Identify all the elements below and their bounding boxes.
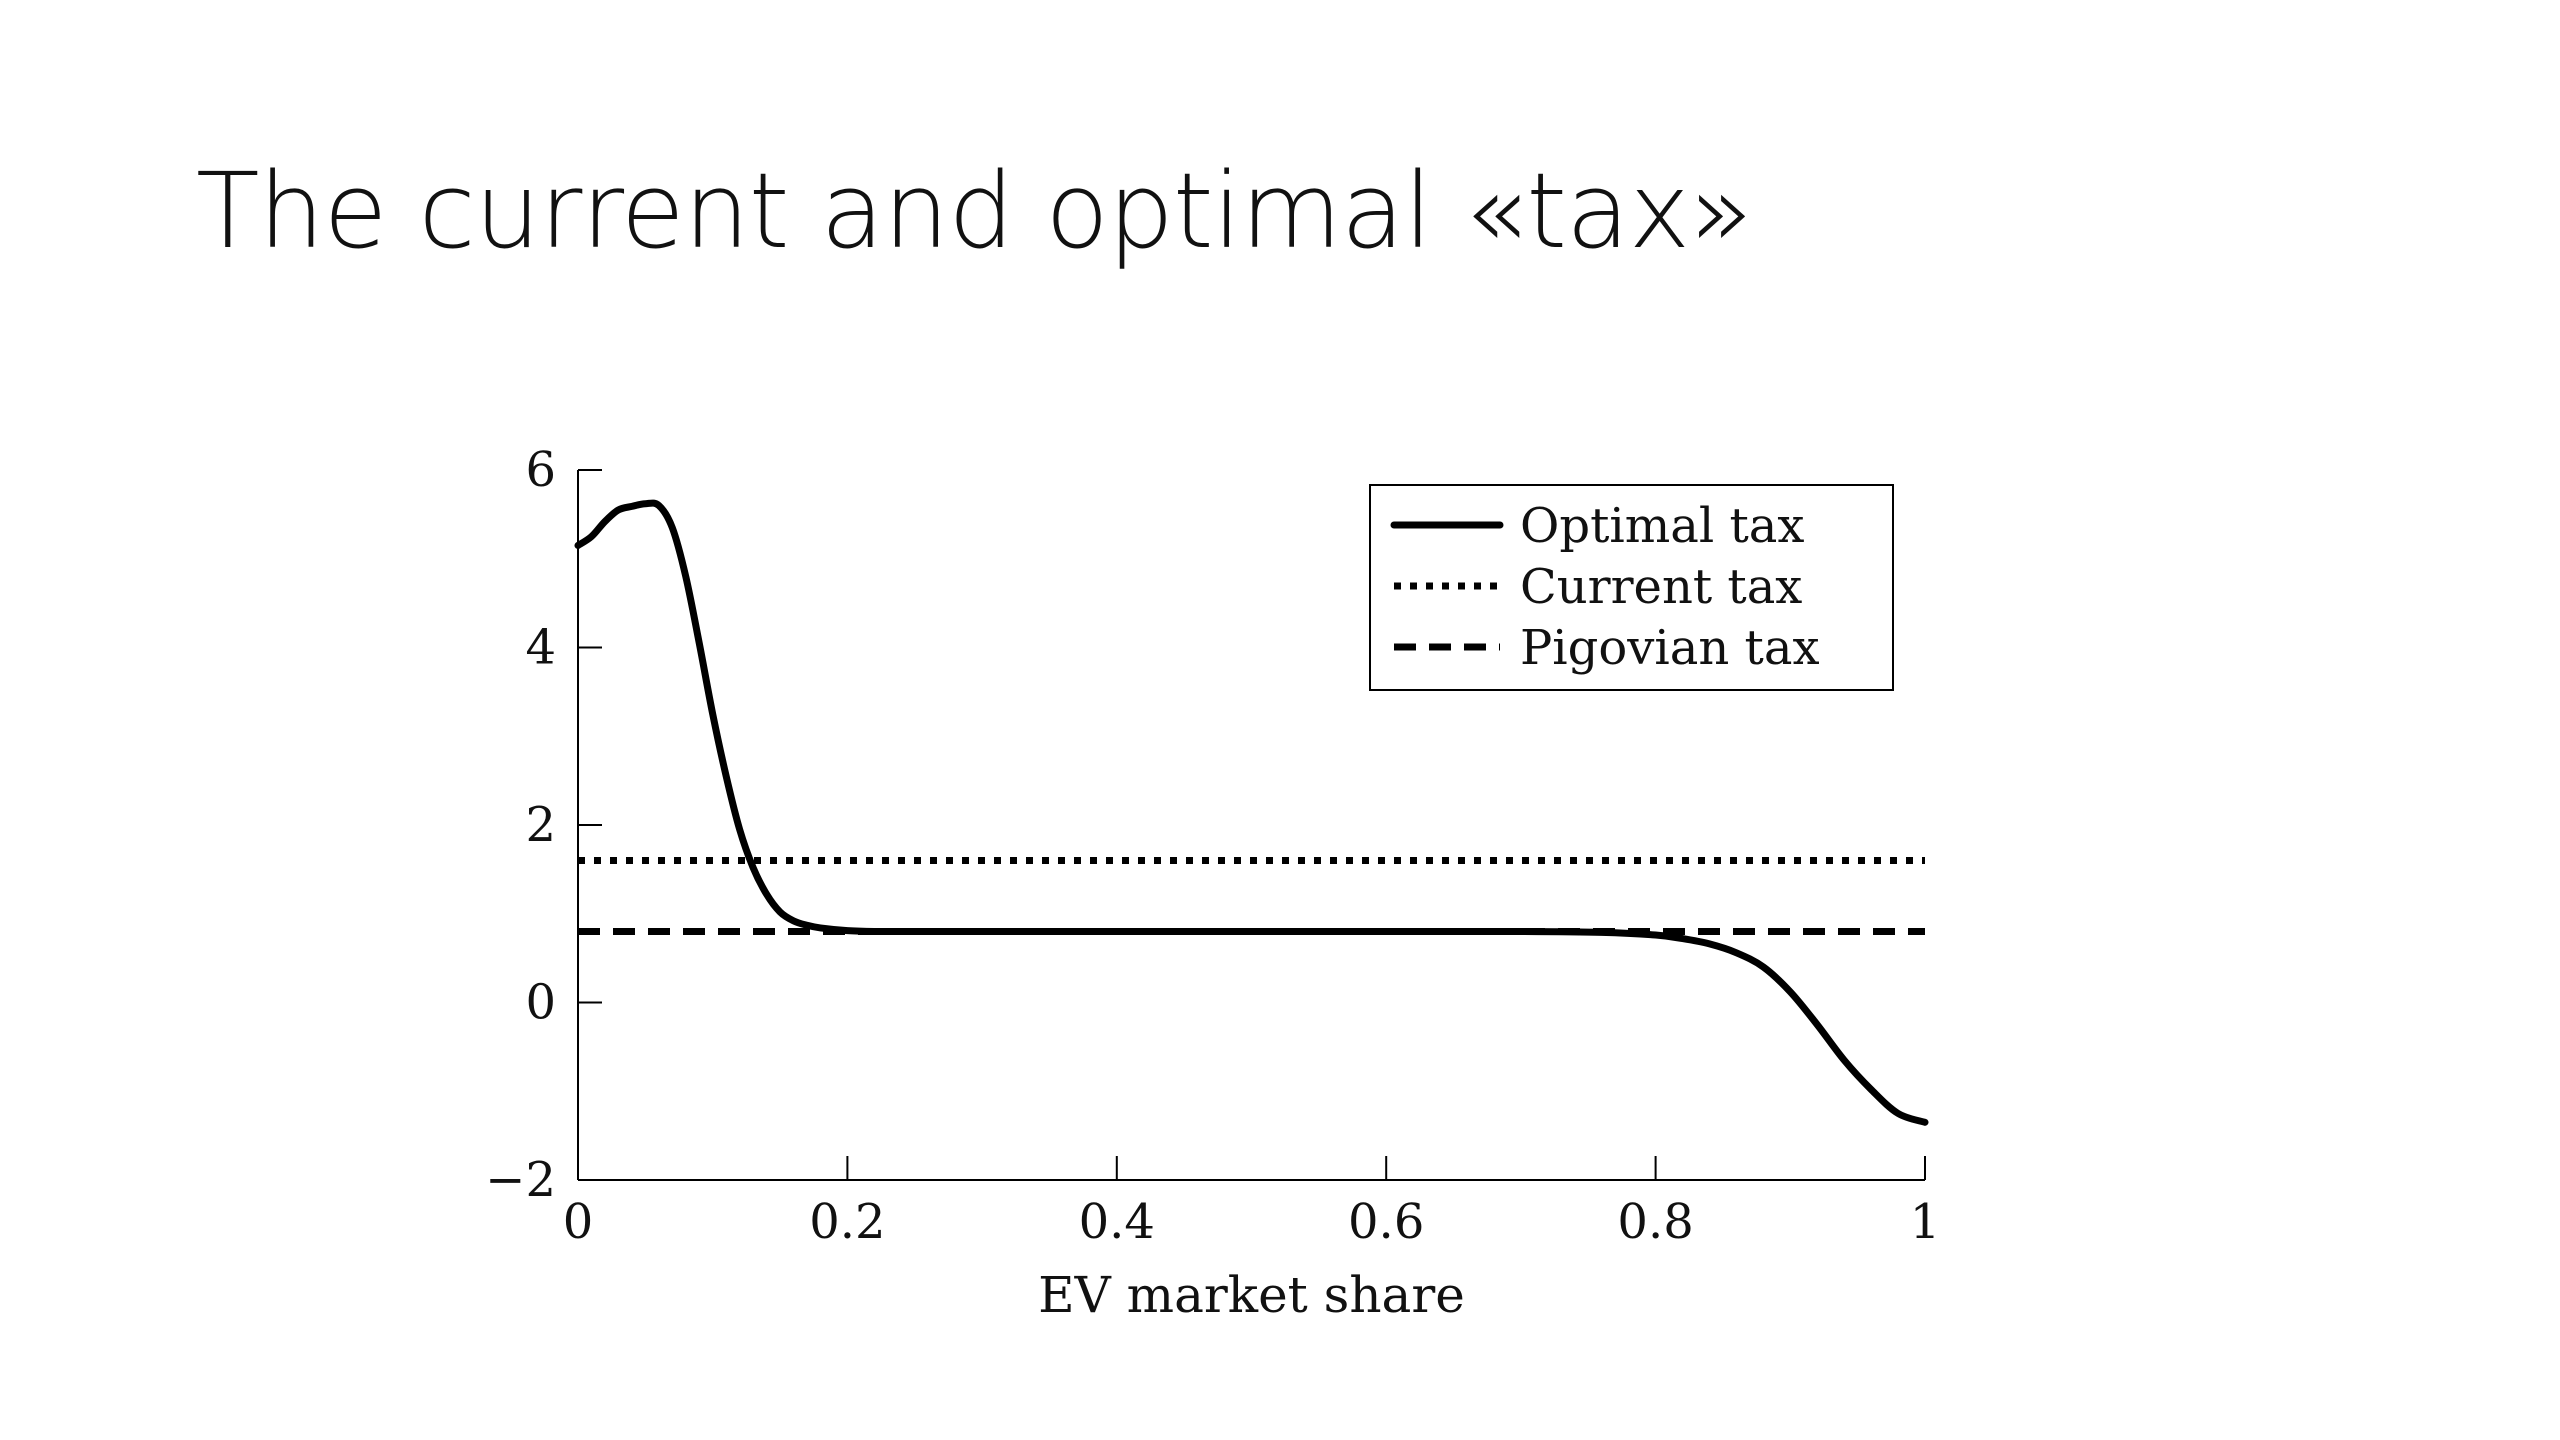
y-tick-label: 2 [525,797,556,853]
x-tick-label: 0.8 [1617,1194,1693,1250]
legend-label-optimal-tax: Optimal tax [1520,498,1804,554]
legend-label-current-tax: Current tax [1520,559,1802,615]
x-tick-label: 0.2 [809,1194,885,1250]
y-tick-label: 4 [525,620,556,676]
slide-title: The current and optimal «tax» [196,150,1753,272]
legend-label-pigovian-tax: Pigovian tax [1520,620,1820,676]
legend-box [1369,484,1894,691]
y-tick-label: 6 [525,442,556,498]
x-axis-label: EV market share [1038,1266,1465,1324]
y-tick-label: 0 [525,975,556,1031]
chart-plot-area [574,499,1929,1126]
y-tick-label: −2 [485,1152,556,1208]
x-tick-label: 0 [563,1194,594,1250]
x-tick-label: 1 [1910,1194,1941,1250]
x-tick-label: 0.4 [1079,1194,1155,1250]
x-tick-label: 0.6 [1348,1194,1424,1250]
